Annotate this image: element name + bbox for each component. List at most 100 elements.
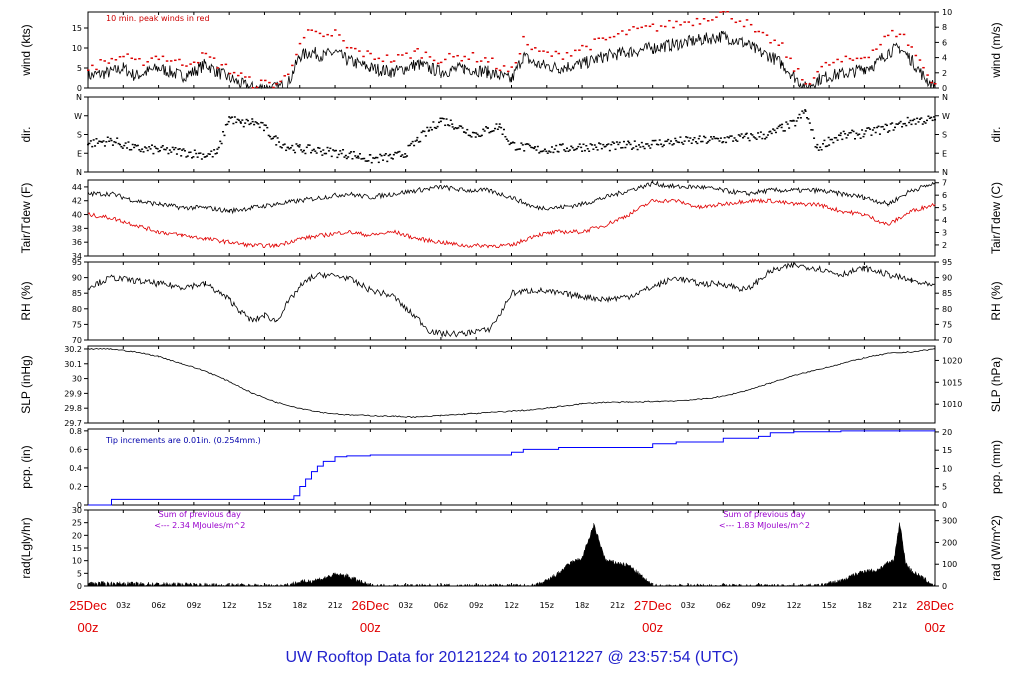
dir-point [700, 140, 703, 143]
pcp-ytick-label-left: 0 [77, 501, 82, 510]
dir-point [891, 122, 894, 124]
wind-point [934, 83, 937, 85]
wind-point [460, 59, 464, 62]
dir-point [163, 148, 166, 151]
dir-point [614, 148, 617, 151]
dir-point [301, 151, 304, 153]
pcp-ytick-label-right: 15 [942, 446, 952, 455]
dir-point [267, 134, 270, 137]
dir-point [931, 119, 934, 122]
dir-point [269, 135, 272, 138]
dir-point [136, 144, 139, 147]
wind-point [597, 37, 601, 40]
dir-point [196, 156, 199, 158]
wind-point [898, 33, 902, 36]
dir-point [548, 150, 551, 152]
dir-point [223, 134, 226, 137]
wind-point [918, 59, 922, 61]
dir-point [120, 145, 123, 148]
dir-point [141, 148, 144, 150]
dir-point [351, 158, 354, 160]
dir-point [355, 156, 358, 159]
dir-point [826, 145, 829, 147]
wind-point [522, 35, 525, 38]
dir-point [555, 144, 558, 147]
dir-point [146, 149, 149, 152]
dir-point [473, 131, 476, 134]
dir-point [602, 143, 605, 146]
wind-point [730, 18, 733, 20]
wind-point [581, 44, 584, 47]
temp-ytick-label-left: 38 [72, 224, 82, 233]
wind-point [91, 64, 94, 67]
dir-point [811, 129, 814, 131]
wind-point [122, 55, 125, 58]
dir-point [564, 150, 567, 153]
dir-point [608, 149, 611, 152]
dir-point [888, 130, 891, 132]
dir-point [599, 143, 602, 145]
dir-point [327, 150, 330, 152]
slp-ylabel-left: SLP (inHg) [19, 355, 33, 413]
wind-point [808, 83, 812, 85]
dir-point [649, 147, 652, 149]
dir-point [878, 133, 881, 135]
rad-ylabel-right: rad (W/m^2) [989, 515, 1003, 581]
dir-point [422, 130, 425, 132]
dir-point [182, 148, 185, 150]
wind-point [212, 57, 216, 59]
dir-point [108, 140, 111, 142]
dir-point [839, 132, 842, 134]
wind-point [255, 86, 259, 89]
wind-point [836, 58, 839, 61]
wind-point [310, 29, 314, 31]
dir-point [395, 152, 398, 154]
dir-point [687, 140, 690, 142]
temp-ytick-label-left: 34 [72, 252, 82, 261]
dir-point [242, 125, 245, 128]
dir-point [195, 152, 198, 155]
wind-point [601, 37, 605, 39]
wind-point [675, 20, 678, 23]
dir-point [590, 144, 593, 146]
dir-point [718, 140, 721, 142]
dir-point [653, 139, 656, 142]
wind-point [777, 44, 781, 46]
dir-point [873, 126, 876, 129]
dir-point [285, 149, 288, 152]
wind-point [640, 26, 643, 29]
dir-point [273, 135, 276, 138]
dir-point [251, 120, 254, 123]
dir-point [675, 139, 678, 142]
dir-ylabel-right: dir. [989, 126, 1003, 142]
wind-point [628, 29, 631, 31]
dir-point [229, 117, 232, 119]
dir-point [357, 157, 360, 159]
wind-point [745, 19, 749, 21]
dir-point [528, 144, 531, 147]
dir-point [423, 130, 426, 133]
dir-ytick-label-left: W [74, 112, 82, 121]
wind-point [126, 53, 129, 55]
dir-point [806, 117, 809, 119]
dir-point [823, 139, 826, 142]
dir-point [846, 134, 849, 136]
wind-point [824, 61, 828, 64]
slp-ytick-label-left: 30.2 [64, 345, 82, 354]
wind-series-wind [87, 30, 936, 90]
wind-point [742, 25, 746, 28]
wind-point [914, 54, 918, 57]
wind-point [99, 59, 102, 61]
temp-ytick-label-left: 42 [72, 197, 82, 206]
dir-point [683, 140, 686, 142]
dir-point [855, 132, 858, 135]
wind-point [593, 38, 596, 40]
dir-point [383, 154, 386, 157]
dir-point [199, 152, 202, 154]
dir-point [701, 140, 704, 143]
dir-point [361, 157, 364, 160]
dir-point [308, 144, 311, 146]
dir-point [193, 149, 196, 152]
dir-point [420, 131, 423, 134]
xtick-hour-label: 15z [822, 601, 836, 610]
